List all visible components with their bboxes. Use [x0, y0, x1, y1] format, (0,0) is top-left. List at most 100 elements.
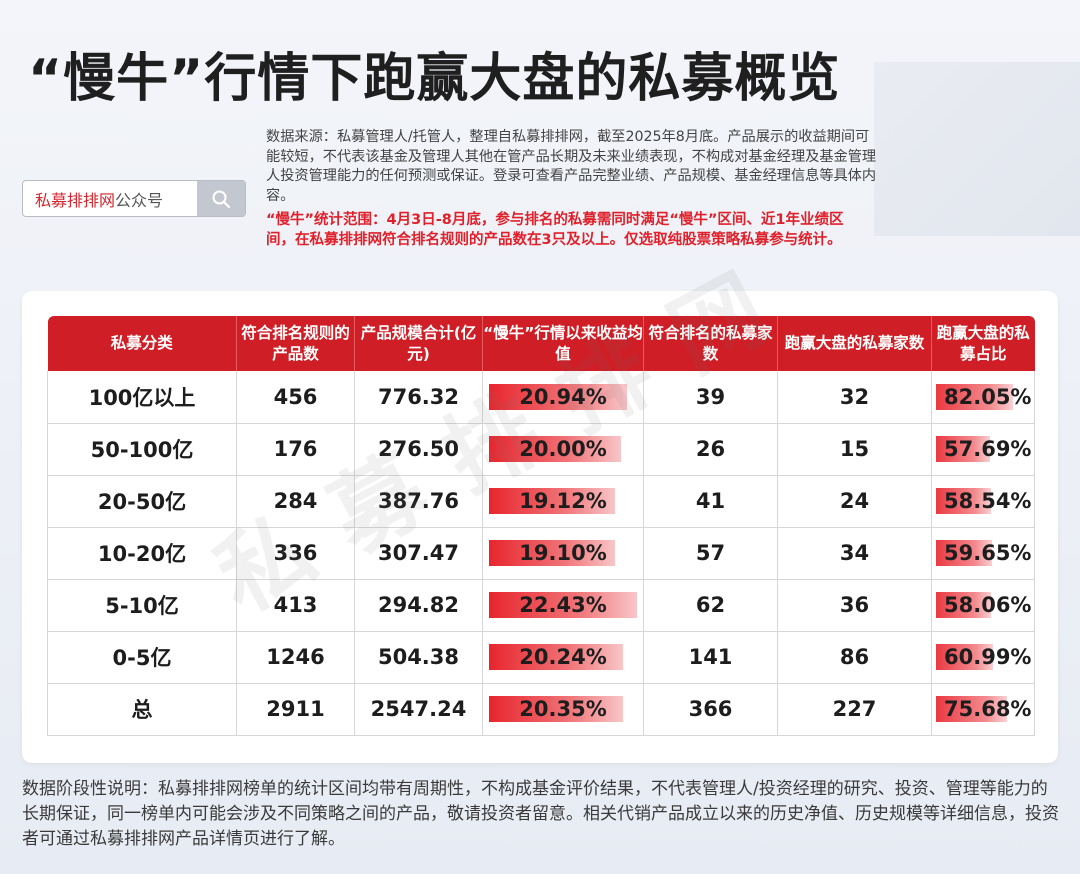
cell-product-count: 1246	[236, 631, 355, 684]
header-firm-count: 符合排名的私募家数	[643, 316, 778, 371]
cell-return: 20.94%	[482, 371, 644, 424]
cell-firm-count: 26	[643, 423, 778, 476]
cell-category: 20-50亿	[47, 475, 237, 528]
return-value: 19.12%	[519, 489, 607, 513]
return-bar: 19.10%	[489, 540, 637, 566]
ratio-value: 57.69%	[944, 437, 1032, 461]
header-beat-count: 跑赢大盘的私募家数	[777, 316, 932, 371]
search-box[interactable]: 私募排排网公众号	[22, 180, 246, 217]
return-bar-fill	[489, 540, 616, 566]
cell-category: 5-10亿	[47, 579, 237, 632]
ratio-bar-fill	[936, 488, 992, 514]
ratio-bar: 59.65%	[936, 540, 1032, 566]
return-value: 20.00%	[519, 437, 607, 461]
search-button[interactable]	[197, 181, 245, 216]
table-row: 20-50亿 284 387.76 19.12% 41 24 58.54%	[47, 475, 1035, 528]
statistics-scope-note: “慢牛”统计范围：4月3日-8月底，参与排名的私募需同时满足“慢牛”区间、近1年…	[266, 212, 844, 248]
return-bar: 22.43%	[489, 592, 637, 618]
cell-category: 0-5亿	[47, 631, 237, 684]
cell-product-count: 456	[236, 371, 355, 424]
cell-scale: 307.47	[354, 527, 483, 580]
return-value: 20.24%	[519, 645, 607, 669]
data-disclaimer: 数据阶段性说明：私募排排网榜单的统计区间均带有周期性，不构成基金评价结果，不代表…	[22, 779, 1059, 849]
private-fund-table: 私募分类 符合排名规则的产品数 产品规模合计(亿元) “慢牛”行情以来收益均值 …	[47, 316, 1035, 736]
search-label: 私募排排网公众号	[23, 187, 197, 211]
cell-product-count: 2911	[236, 683, 355, 736]
ratio-value: 60.99%	[944, 645, 1032, 669]
table-row: 5-10亿 413 294.82 22.43% 62 36 58.06%	[47, 579, 1035, 632]
ratio-value: 58.06%	[944, 593, 1032, 617]
return-bar-fill	[489, 592, 637, 618]
cell-beat-count: 86	[777, 631, 932, 684]
ratio-bar-fill	[936, 696, 1008, 722]
header-product-count: 符合排名规则的产品数	[236, 316, 355, 371]
cell-beat-count: 24	[777, 475, 932, 528]
cell-beat-count: 32	[777, 371, 932, 424]
header-scale: 产品规模合计(亿元)	[354, 316, 483, 371]
return-value: 22.43%	[519, 593, 607, 617]
return-bar-fill	[489, 436, 621, 462]
table-row: 10-20亿 336 307.47 19.10% 57 34 59.65%	[47, 527, 1035, 580]
cell-beat-ratio: 75.68%	[931, 683, 1035, 736]
table-header-row: 私募分类 符合排名规则的产品数 产品规模合计(亿元) “慢牛”行情以来收益均值 …	[47, 316, 1035, 371]
table-row: 50-100亿 176 276.50 20.00% 26 15 57.69%	[47, 423, 1035, 476]
table-row: 总 2911 2547.24 20.35% 366 227 75.68%	[47, 683, 1035, 736]
return-bar-fill	[489, 696, 624, 722]
ratio-bar-fill	[936, 436, 991, 462]
ratio-bar-fill	[936, 540, 993, 566]
ratio-bar-fill	[936, 383, 1014, 410]
cell-category: 10-20亿	[47, 527, 237, 580]
cell-firm-count: 62	[643, 579, 778, 632]
cell-scale: 504.38	[354, 631, 483, 684]
cell-return: 20.35%	[482, 683, 644, 736]
cell-firm-count: 366	[643, 683, 778, 736]
return-value: 20.35%	[519, 697, 607, 721]
cell-return: 20.24%	[482, 631, 644, 684]
header-category: 私募分类	[47, 316, 237, 371]
cell-scale: 294.82	[354, 579, 483, 632]
cell-category: 50-100亿	[47, 423, 237, 476]
search-label-suffix: 公众号	[115, 190, 164, 210]
cell-beat-ratio: 60.99%	[931, 631, 1035, 684]
return-bar-fill	[489, 488, 616, 514]
background-decoration	[874, 62, 1080, 236]
cell-beat-count: 34	[777, 527, 932, 580]
ratio-bar: 60.99%	[936, 644, 1032, 670]
return-bar-fill	[489, 644, 623, 670]
cell-firm-count: 141	[643, 631, 778, 684]
cell-firm-count: 39	[643, 371, 778, 424]
cell-return: 22.43%	[482, 579, 644, 632]
ratio-bar-fill	[936, 644, 994, 670]
cell-beat-count: 227	[777, 683, 932, 736]
cell-beat-count: 36	[777, 579, 932, 632]
cell-scale: 776.32	[354, 371, 483, 424]
data-source-note: 数据来源：私募管理人/托管人，整理自私募排排网，截至2025年8月底。产品展示的…	[266, 129, 877, 204]
table-row: 100亿以上 456 776.32 20.94% 39 32 82.05%	[47, 371, 1035, 424]
cell-beat-ratio: 82.05%	[931, 371, 1035, 424]
return-bar: 20.35%	[489, 696, 637, 722]
cell-firm-count: 41	[643, 475, 778, 528]
ratio-value: 75.68%	[944, 697, 1032, 721]
cell-category: 100亿以上	[47, 371, 237, 424]
cell-beat-count: 15	[777, 423, 932, 476]
cell-product-count: 336	[236, 527, 355, 580]
search-icon	[212, 190, 231, 208]
ratio-bar: 58.54%	[936, 488, 1031, 514]
return-value: 20.94%	[519, 384, 607, 409]
ratio-value: 59.65%	[944, 541, 1032, 565]
cell-beat-ratio: 57.69%	[931, 423, 1035, 476]
return-value: 19.10%	[519, 541, 607, 565]
table-row: 0-5亿 1246 504.38 20.24% 141 86 60.99%	[47, 631, 1035, 684]
ratio-bar: 75.68%	[936, 696, 1032, 722]
cell-firm-count: 57	[643, 527, 778, 580]
ratio-bar: 58.06%	[936, 592, 1032, 618]
return-bar: 19.12%	[489, 488, 637, 514]
return-bar: 20.24%	[489, 644, 637, 670]
search-label-brand: 私募排排网	[35, 190, 116, 210]
cell-product-count: 284	[236, 475, 355, 528]
cell-beat-ratio: 59.65%	[931, 527, 1035, 580]
return-bar-fill	[489, 383, 628, 410]
cell-beat-ratio: 58.06%	[931, 579, 1035, 632]
cell-category: 总	[47, 683, 237, 736]
cell-product-count: 176	[236, 423, 355, 476]
